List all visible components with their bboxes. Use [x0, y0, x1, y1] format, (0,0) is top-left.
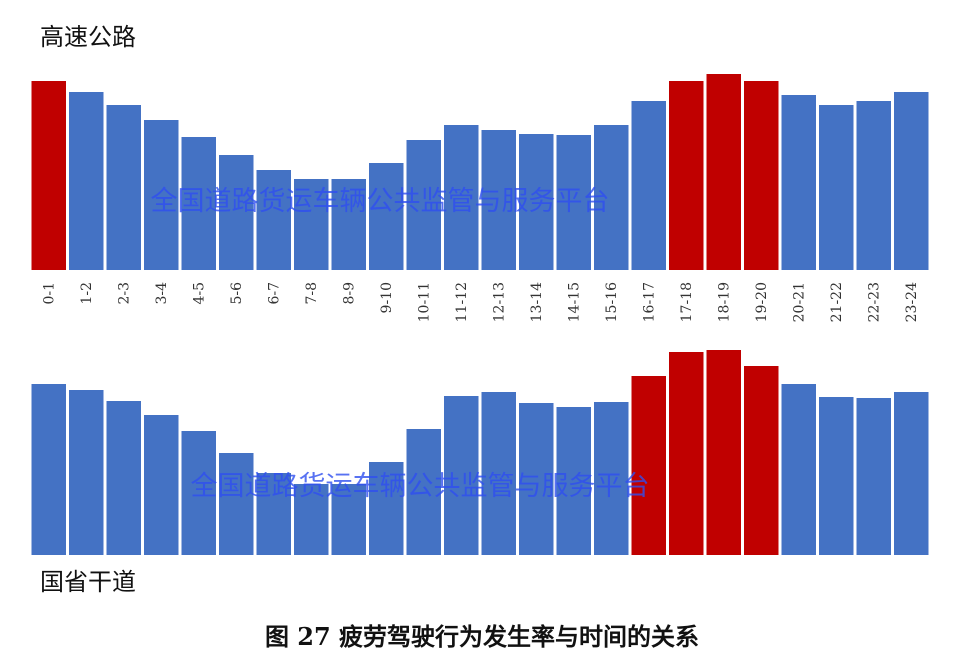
x-tick-label: 17-18	[679, 282, 695, 322]
bar	[219, 155, 254, 270]
bar	[744, 366, 779, 555]
x-tick-label: 18-19	[717, 282, 733, 322]
bar	[219, 453, 254, 555]
bar	[519, 403, 554, 555]
bar	[631, 101, 666, 270]
bar	[519, 134, 554, 270]
bar	[256, 170, 291, 270]
bar	[594, 125, 629, 270]
bar	[594, 402, 629, 555]
watermark: 全国道路货运车辆公共监管与服务平台	[151, 186, 610, 217]
bar	[706, 74, 741, 270]
x-tick-label: 15-16	[604, 282, 620, 322]
x-tick-label: 5-6	[229, 282, 245, 305]
bar	[31, 81, 66, 270]
bar	[369, 462, 404, 555]
x-tick-label: 12-13	[492, 282, 508, 322]
x-tick-label: 21-22	[829, 282, 845, 322]
bar	[856, 398, 891, 555]
bar	[819, 397, 854, 555]
bar	[481, 392, 516, 555]
bar	[331, 179, 366, 270]
bar	[894, 92, 929, 270]
bar	[406, 140, 441, 270]
bar	[181, 431, 216, 555]
bar	[106, 401, 141, 555]
bar	[706, 350, 741, 555]
bar	[144, 415, 179, 555]
bar	[744, 81, 779, 270]
x-tick-label: 11-12	[454, 282, 470, 322]
bar	[669, 352, 704, 555]
bar	[69, 390, 104, 555]
bar	[181, 137, 216, 270]
bar	[331, 484, 366, 555]
x-tick-label: 14-15	[567, 282, 583, 322]
x-tick-label: 6-7	[267, 282, 283, 305]
x-tick-label: 13-14	[529, 282, 545, 322]
bar	[294, 179, 329, 270]
x-tick-label: 3-4	[154, 282, 170, 305]
x-tick-label: 2-3	[117, 282, 133, 305]
bar	[819, 105, 854, 270]
chart-title: 国省干道	[40, 568, 136, 596]
bar	[294, 484, 329, 555]
bar	[556, 407, 591, 555]
bar	[856, 101, 891, 270]
chart-title: 高速公路	[40, 23, 136, 51]
x-tick-label: 1-2	[79, 282, 95, 305]
bar	[444, 396, 479, 555]
watermark: 全国道路货运车辆公共监管与服务平台	[191, 471, 650, 502]
bar	[256, 473, 291, 555]
bar	[69, 92, 104, 270]
bar	[31, 384, 66, 555]
x-tick-label: 23-24	[904, 282, 920, 322]
bar	[106, 105, 141, 270]
x-tick-label: 9-10	[379, 282, 395, 313]
bar	[481, 130, 516, 270]
x-tick-label: 10-11	[417, 282, 433, 322]
x-tick-label: 19-20	[754, 282, 770, 322]
bar	[669, 81, 704, 270]
bar	[369, 163, 404, 270]
bar	[144, 120, 179, 270]
x-tick-label: 8-9	[342, 282, 358, 305]
x-tick-label: 0-1	[42, 282, 58, 305]
x-tick-label: 20-21	[792, 282, 808, 322]
x-tick-label: 4-5	[192, 282, 208, 305]
bar	[406, 429, 441, 555]
bar	[894, 392, 929, 555]
bar	[444, 125, 479, 270]
x-tick-label: 16-17	[642, 282, 658, 322]
bar	[556, 135, 591, 270]
bar	[781, 384, 816, 555]
x-tick-label: 7-8	[304, 282, 320, 305]
caption: 图 27 疲劳驾驶行为发生率与时间的关系	[265, 622, 699, 651]
x-tick-label: 22-23	[867, 282, 883, 322]
bar	[781, 95, 816, 270]
bar	[631, 376, 666, 555]
